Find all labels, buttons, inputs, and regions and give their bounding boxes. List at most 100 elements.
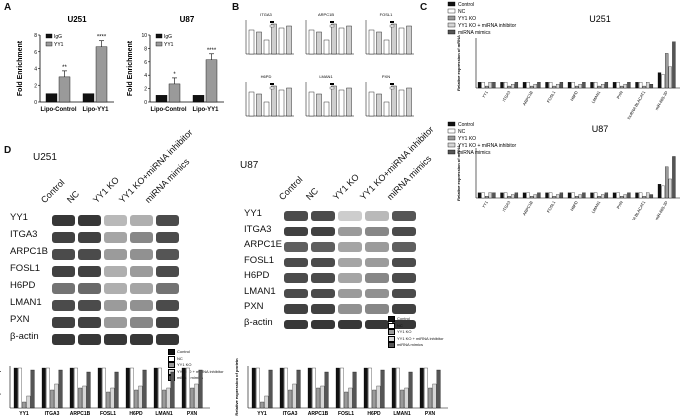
bar (419, 367, 424, 409)
blot-protein-label: LMAN1 (244, 285, 276, 297)
small-legend-swatch (270, 83, 274, 85)
blot-band (156, 334, 179, 345)
bar (642, 85, 646, 89)
bar (424, 367, 428, 409)
bar (125, 367, 130, 409)
x-category-label: PXN (187, 411, 198, 416)
blot-band (52, 300, 75, 311)
bar (665, 53, 669, 89)
blot-protein-label: FOSL1 (10, 263, 41, 274)
legend-entry: Control (168, 349, 190, 355)
bar (400, 389, 405, 409)
bar (86, 371, 91, 409)
bar (198, 369, 203, 409)
bar (665, 166, 669, 199)
blot-band (311, 304, 335, 314)
legend-label: miRNA mimics (458, 150, 491, 156)
y-axis-label: Fold Enrichment (17, 40, 24, 96)
x-category-label: miR-665-3P (654, 200, 669, 220)
legend-swatch (447, 149, 456, 155)
bar (102, 367, 106, 409)
legend-swatch (155, 41, 163, 47)
legend-label: YY1 (164, 42, 174, 48)
u87-blot-title: U87 (240, 160, 259, 171)
blot-protein-label: ARPC1B (10, 246, 49, 257)
small-bar (248, 91, 255, 117)
x-category-label: Lipo-YY1 (192, 107, 219, 113)
small-bar (376, 31, 382, 55)
bar (590, 192, 594, 199)
legend-label: YY1 (54, 42, 64, 48)
blot-band (284, 242, 308, 252)
blot-band (130, 266, 153, 277)
bar (604, 82, 609, 89)
small-bar (316, 93, 322, 117)
small-bar (346, 87, 352, 117)
blot-band (52, 317, 75, 328)
bar (46, 367, 50, 409)
bar (268, 369, 273, 409)
blot-band (338, 242, 362, 252)
legend-swatch (388, 342, 395, 348)
lane-label: NC (64, 188, 82, 205)
bar (97, 367, 102, 409)
bar (316, 387, 321, 409)
small-bar (391, 23, 397, 55)
x-category-label: miR-665-3P (654, 90, 669, 111)
blot-band (52, 266, 75, 277)
bar (488, 192, 492, 199)
bar (477, 192, 482, 199)
x-category-label: ARPC1B (308, 411, 329, 416)
legend-swatch (168, 355, 175, 362)
bar (13, 367, 18, 409)
x-category-label: PXN (425, 411, 436, 416)
bar (256, 367, 260, 409)
bar (526, 82, 530, 89)
y-tick-label: 0 (34, 100, 37, 106)
blot-band (130, 300, 153, 311)
bar (567, 192, 572, 199)
small-bar (316, 31, 322, 55)
small-bar (271, 23, 277, 55)
bar (18, 367, 22, 409)
blot-band (392, 226, 416, 236)
small-bar (331, 23, 337, 55)
bar (110, 387, 115, 409)
bar (548, 192, 553, 199)
y-axis-label: Relative expression of mRNA (456, 35, 461, 91)
panel-b-grid: ITGA3 ARPC1B FOSL1 H6PD LMAN1 PXN (245, 12, 414, 117)
blot-band (130, 317, 153, 328)
bar (485, 85, 489, 89)
bar (590, 82, 594, 89)
small-bar (376, 93, 382, 117)
blot-band (365, 273, 389, 283)
significance: **** (97, 35, 107, 41)
legend-swatch (388, 322, 395, 329)
blot-band (130, 334, 153, 345)
blot-protein-label: YY1 (10, 212, 28, 223)
bar (82, 93, 95, 103)
small-bar (338, 27, 345, 55)
small-chart-title: H6PD (261, 74, 272, 79)
blot-band (392, 273, 416, 283)
legend-swatch (447, 15, 456, 21)
bar (533, 194, 537, 199)
bar (514, 192, 519, 199)
blot-band (78, 266, 101, 277)
blot-band (338, 257, 362, 267)
bar (593, 192, 598, 199)
bar (503, 82, 508, 89)
legend-label: YY1 KO (458, 136, 476, 142)
legend-label: Control (458, 122, 474, 128)
blot-band (156, 249, 179, 260)
bar (485, 196, 489, 199)
small-bar (323, 101, 330, 117)
x-category-label: ARPC1B (70, 411, 91, 416)
legend-entry: YY1 KO (168, 362, 191, 368)
bar (58, 76, 71, 103)
blot-band (156, 266, 179, 277)
bar (522, 192, 527, 199)
bar (635, 82, 639, 89)
bar (260, 401, 265, 409)
x-category-label: ITGA3 (45, 411, 60, 416)
